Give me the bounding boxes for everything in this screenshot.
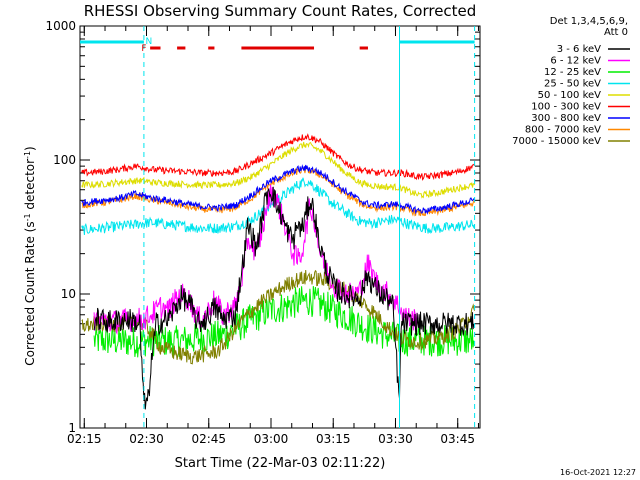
series-group: [81, 26, 476, 428]
y-axis-label-sup2: -1: [23, 151, 32, 159]
series-line: [81, 269, 476, 365]
legend-header: Att 0: [604, 27, 628, 38]
legend-header: Det 1,3,4,5,6,9,: [550, 16, 628, 27]
plot-area: 1 10 100 1000 02:15 02:30 02:45 03:00 03:15 03:30…: [45, 19, 481, 446]
x-tick-label: 02:15: [67, 432, 102, 446]
y-axis-label-sup1: -1: [23, 213, 32, 221]
legend-label: 25 - 50 keV: [544, 79, 601, 90]
legend-label: 800 - 7000 keV: [525, 125, 601, 136]
series-line: [81, 164, 476, 215]
x-tick-label: 03:30: [378, 432, 413, 446]
y-tick-label: 10: [61, 287, 76, 301]
footer-date: 16-Oct-2021 12:27: [560, 468, 636, 477]
y-tick-label: 100: [53, 153, 76, 167]
legend-label: 100 - 300 keV: [531, 102, 601, 113]
legend-label: 50 - 100 keV: [538, 90, 602, 101]
x-tick-label: 02:45: [191, 432, 226, 446]
y-axis-label-end: ): [23, 146, 37, 151]
legend-label: 3 - 6 keV: [557, 44, 601, 55]
x-tick-label: 03:15: [316, 432, 351, 446]
x-tick-label: 02:30: [129, 432, 164, 446]
x-axis-label: Start Time (22-Mar-03 02:11:22): [175, 456, 386, 471]
legend-label: 300 - 800 keV: [531, 113, 601, 124]
axes-frame: [79, 25, 481, 429]
chart-title: RHESSI Observing Summary Count Rates, Co…: [84, 2, 477, 20]
y-tick-label: 1000: [45, 19, 76, 33]
legend-label: 6 - 12 keV: [550, 56, 601, 67]
night-flag-label: N: [146, 37, 153, 47]
x-tick-label: 03:00: [254, 432, 289, 446]
flare-flag-label: F: [141, 44, 146, 54]
y-axis-label-main: Corrected Count Rate (s: [23, 221, 37, 365]
legend-label: 12 - 25 keV: [544, 67, 601, 78]
series-line: [81, 141, 476, 199]
legend-label: 7000 - 15000 keV: [512, 136, 601, 147]
series-line: [81, 133, 476, 181]
y-tick-label: 1: [68, 421, 76, 435]
series-line: [93, 186, 475, 410]
x-tick-label: 03:45: [440, 432, 475, 446]
series-line: [93, 286, 475, 358]
y-axis-label-mid: detector: [23, 159, 37, 214]
y-axis-label: Corrected Count Rate (s-1 detector-1): [23, 146, 37, 365]
